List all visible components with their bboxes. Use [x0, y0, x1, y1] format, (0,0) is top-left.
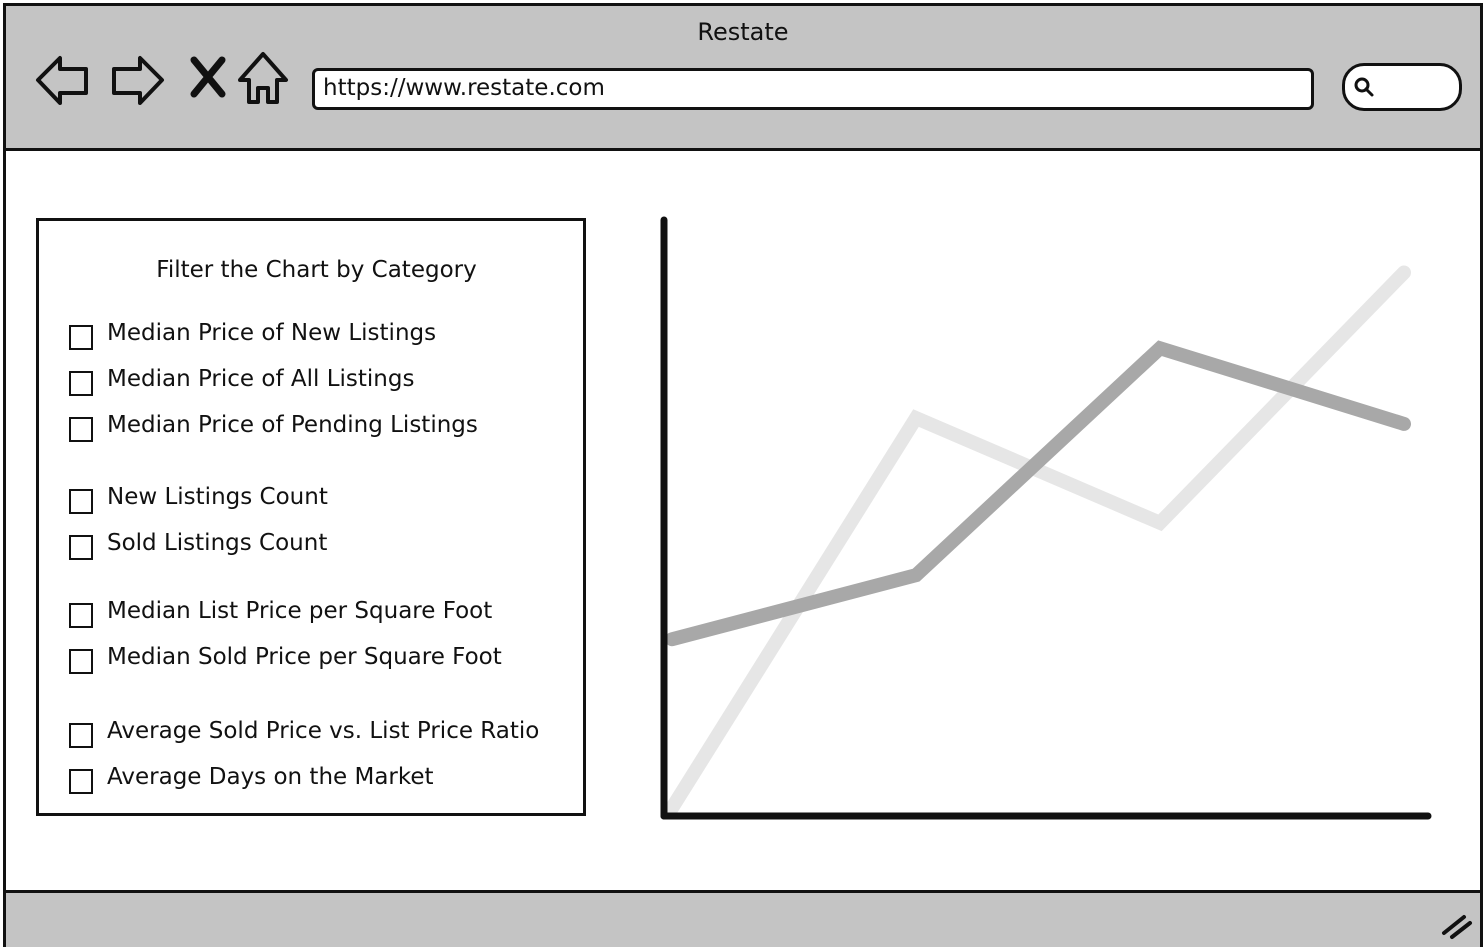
filter-option-label: Median Price of New Listings	[107, 320, 437, 346]
filter-option-label: Median List Price per Square Foot	[107, 598, 493, 624]
search-icon	[1354, 77, 1374, 97]
search-input[interactable]	[1342, 63, 1462, 111]
filter-option-label: Sold Listings Count	[107, 530, 328, 556]
resize-grip-icon[interactable]	[1440, 911, 1474, 941]
window-title: Restate	[697, 18, 789, 46]
checkbox[interactable]	[69, 649, 93, 674]
filter-option-label: Median Sold Price per Square Foot	[107, 644, 502, 670]
checkbox[interactable]	[69, 417, 93, 442]
checkbox[interactable]	[69, 603, 93, 628]
home-icon[interactable]	[234, 48, 292, 108]
series-line-2	[665, 340, 1411, 647]
line-chart	[660, 216, 1432, 820]
forward-arrow-icon[interactable]	[108, 48, 166, 108]
filter-option-label: New Listings Count	[107, 484, 328, 510]
filter-option-label: Average Sold Price vs. List Price Ratio	[107, 718, 540, 744]
checkbox[interactable]	[69, 489, 93, 514]
back-arrow-icon[interactable]	[34, 48, 92, 108]
browser-toolbar: Restate https://www.restate.com	[6, 6, 1480, 151]
checkbox[interactable]	[69, 769, 93, 794]
checkbox[interactable]	[69, 371, 93, 396]
series-line-1	[665, 265, 1411, 815]
filter-option-label: Median Price of Pending Listings	[107, 412, 478, 438]
url-text: https://www.restate.com	[323, 75, 605, 101]
filter-panel: Filter the Chart by Category Median Pric…	[36, 218, 586, 816]
address-bar[interactable]: https://www.restate.com	[312, 68, 1314, 110]
filter-option-label: Average Days on the Market	[107, 764, 434, 790]
close-icon[interactable]	[182, 48, 240, 108]
checkbox[interactable]	[69, 535, 93, 560]
status-bar	[6, 890, 1480, 947]
browser-window: Restate https://www.restate.com Filter t	[3, 3, 1483, 947]
filter-panel-title: Filter the Chart by Category	[156, 257, 477, 283]
filter-option-label: Median Price of All Listings	[107, 366, 415, 392]
checkbox[interactable]	[69, 325, 93, 350]
checkbox[interactable]	[69, 723, 93, 748]
